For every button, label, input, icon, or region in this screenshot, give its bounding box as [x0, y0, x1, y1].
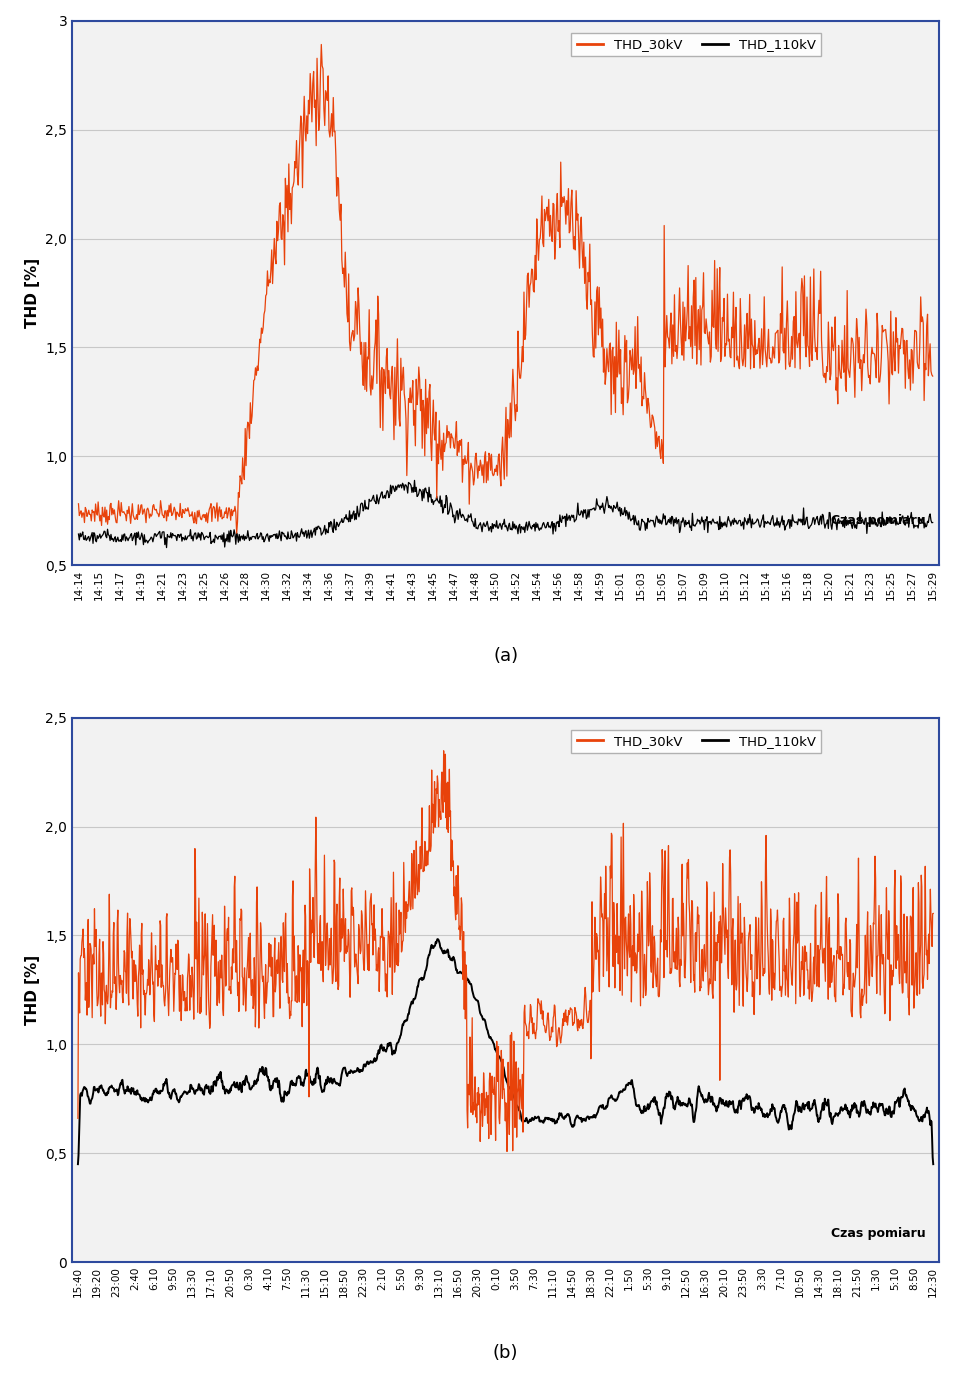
Text: Czas pomiaru: Czas pomiaru — [831, 1227, 926, 1240]
Legend: THD_30kV, THD_110kV: THD_30kV, THD_110kV — [571, 33, 821, 57]
Text: (a): (a) — [493, 646, 518, 664]
Y-axis label: THD [%]: THD [%] — [25, 258, 39, 329]
Text: Czas pomiaru: Czas pomiaru — [831, 515, 926, 527]
Text: (b): (b) — [493, 1344, 518, 1362]
Y-axis label: THD [%]: THD [%] — [25, 954, 39, 1025]
Legend: THD_30kV, THD_110kV: THD_30kV, THD_110kV — [571, 730, 821, 753]
